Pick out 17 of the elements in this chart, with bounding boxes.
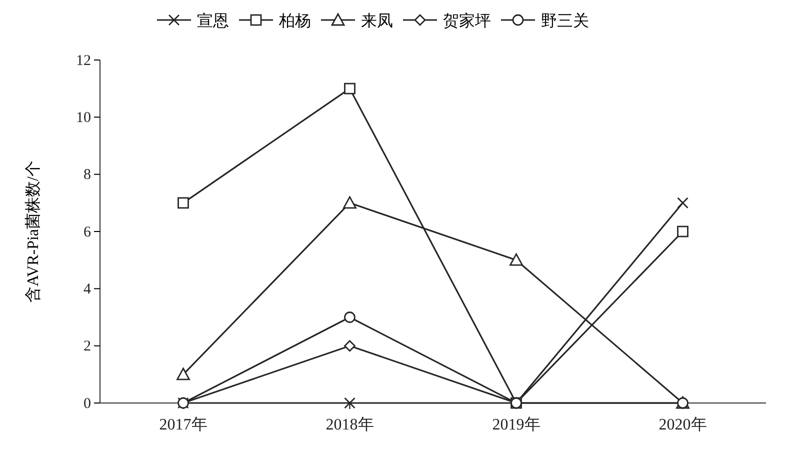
y-tick-label: 4: [84, 281, 92, 298]
x-tick-label: 2017年: [159, 416, 208, 434]
y-tick-label: 10: [76, 110, 91, 126]
x-tick-label: 2019年: [492, 416, 540, 434]
x-tick-label: 2020年: [658, 416, 707, 434]
y-tick-label: 2: [84, 338, 91, 355]
y-tick-label: 12: [76, 52, 91, 69]
y-tick-label: 6: [84, 224, 92, 240]
legend-label: 野三关: [541, 12, 589, 30]
y-tick-label: 0: [84, 396, 91, 412]
y-tick-label: 8: [84, 167, 91, 184]
y-axis-title: 含AVR-Pia菌株数/个: [24, 160, 42, 302]
legend-label: 柏杨: [278, 13, 311, 30]
x-tick-label: 2018年: [326, 416, 374, 434]
legend-label: 来凤: [361, 12, 393, 30]
legend-label: 贺家坪: [443, 12, 491, 30]
legend-label: 宣恩: [197, 12, 229, 30]
